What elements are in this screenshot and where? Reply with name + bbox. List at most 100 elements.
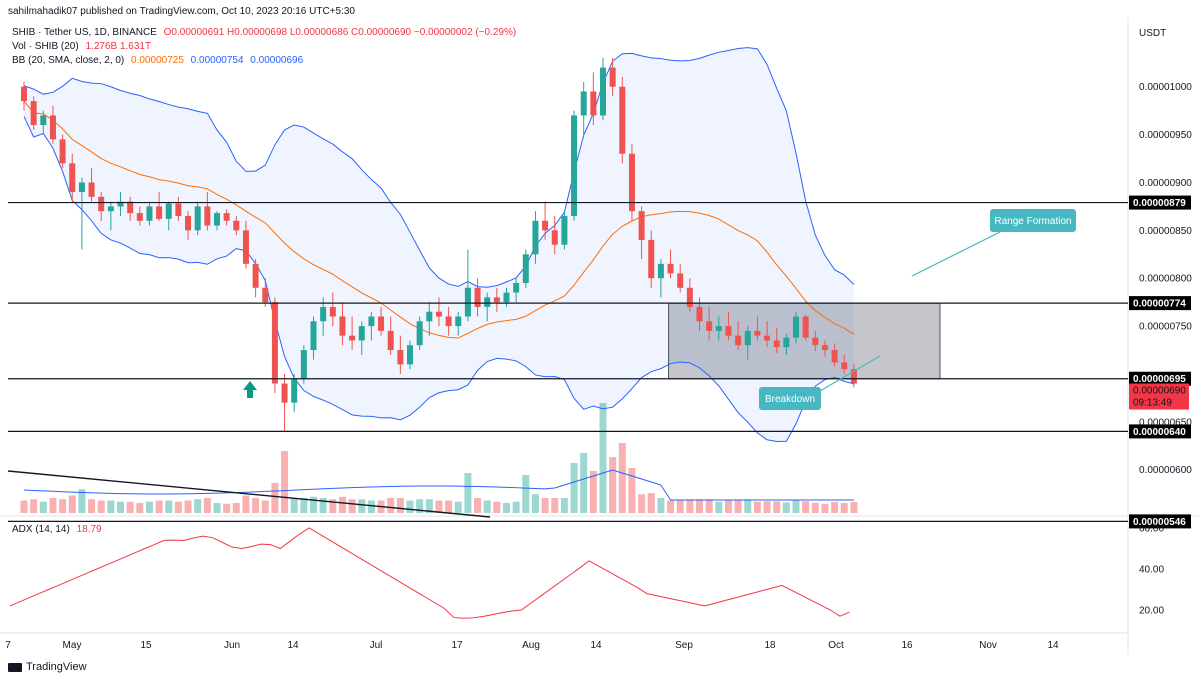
candle-body: [78, 182, 85, 193]
candle-body: [580, 91, 587, 116]
candle-body: [320, 306, 327, 322]
volume-bar: [319, 498, 327, 513]
symbol-name[interactable]: SHIB · Tether US, 1D, BINANCE: [12, 27, 157, 38]
volume-bar: [329, 499, 337, 513]
time-tick-label: Nov: [979, 640, 997, 651]
range-callout-box: [990, 209, 1076, 232]
volume-bar: [194, 499, 202, 513]
volume-bar: [589, 471, 597, 513]
volume-bar: [310, 496, 317, 513]
candle-body: [358, 326, 365, 341]
descending-trendline: [7, 470, 491, 518]
candle-body: [407, 345, 413, 365]
volume-bar: [831, 502, 839, 513]
volume-label[interactable]: Vol · SHIB (20): [12, 41, 79, 52]
bb-label[interactable]: BB (20, SMA, close, 2, 0): [12, 55, 125, 66]
level-tag-box: [1129, 371, 1191, 386]
candle-body: [378, 316, 385, 331]
candle-body: [561, 215, 568, 245]
candle-body: [513, 283, 520, 293]
time-tick-label: 15: [140, 640, 152, 651]
candle-body: [233, 220, 240, 231]
price-tick-label: 0.00000650: [1139, 417, 1192, 428]
candle-body: [706, 321, 713, 331]
volume-bar: [782, 502, 790, 513]
candle-body: [657, 263, 664, 279]
candle-body: [300, 350, 307, 379]
currency-label: USDT: [1139, 28, 1166, 39]
time-tick-label: Sep: [675, 640, 693, 651]
volume-bar: [753, 501, 761, 513]
candle-body: [503, 292, 510, 303]
volume-bar: [724, 500, 732, 513]
adx-label[interactable]: ADX (14, 14): [12, 524, 70, 535]
tradingview-footer: TradingView: [8, 661, 87, 673]
volume-bar: [676, 500, 684, 513]
chart-frame: [0, 18, 1200, 655]
volume-bar: [464, 473, 472, 513]
volume-bar: [696, 499, 703, 513]
volume-bar: [773, 501, 781, 513]
price-tick-label: 0.00000800: [1139, 274, 1192, 285]
volume-bar: [657, 498, 665, 513]
volume-trendline: [7, 470, 491, 518]
volume-bar: [30, 499, 38, 513]
volume-bar: [618, 443, 626, 513]
volume-bar: [821, 503, 829, 513]
candle-body: [850, 369, 857, 384]
volume-bar: [203, 498, 211, 513]
candle-body: [88, 182, 95, 197]
volume-bar: [300, 498, 308, 513]
time-tick-label: 18: [764, 640, 776, 651]
bb-lower-value: 0.00000696: [250, 55, 304, 66]
candle-body: [648, 239, 655, 279]
bb-upper-line: [23, 47, 855, 288]
candle-body: [812, 337, 819, 346]
tradingview-logo-icon: [8, 662, 22, 672]
time-tick-label: Aug: [522, 640, 540, 651]
volume-legend: Vol · SHIB (20) 1.276B 1.631T: [12, 40, 151, 53]
level-tag-label: 0.00000774: [1133, 299, 1186, 310]
volume-bar: [155, 500, 163, 513]
level-tag-box: [1129, 424, 1191, 439]
volume-bar: [213, 503, 221, 513]
candle-body: [831, 350, 838, 363]
candle-body: [754, 330, 761, 336]
volume-bar: [174, 501, 182, 513]
volume-bar: [261, 500, 269, 513]
candle-body: [551, 230, 558, 245]
volume-bar: [744, 499, 752, 513]
price-tick-label: 0.00000750: [1139, 322, 1192, 333]
bb-basis-line: [23, 100, 855, 339]
volume-bar: [570, 463, 578, 513]
candle-body: [677, 273, 684, 288]
candle-body: [821, 345, 828, 351]
volume-bar: [802, 501, 810, 513]
range-callout-pointer: [911, 231, 1001, 277]
candle-body: [600, 67, 606, 116]
candle-body: [426, 311, 433, 322]
countdown-label: 09:13:49: [1133, 398, 1172, 409]
candle-body: [590, 91, 597, 116]
candle-body: [136, 213, 143, 221]
volume-bar: [609, 457, 617, 513]
candle-body: [532, 220, 539, 255]
candle-body: [725, 326, 732, 336]
breakdown-callout-pointer: [819, 355, 881, 392]
candle-body: [715, 326, 722, 331]
time-tick-label: 14: [590, 640, 602, 651]
price-tick-label: 0.00001000: [1139, 82, 1192, 93]
candle-body: [223, 213, 230, 221]
bb-band-fill: [24, 47, 854, 442]
candle-body: [696, 306, 703, 322]
candle-body: [619, 86, 626, 154]
candle-body: [522, 254, 529, 283]
candle-body: [117, 201, 124, 207]
level-tag-box: [1129, 514, 1191, 529]
candle-body: [291, 378, 298, 403]
candle-body: [98, 196, 105, 212]
volume-bar: [580, 453, 588, 513]
candle-body: [204, 206, 211, 226]
time-tick-label: 17: [451, 640, 463, 651]
volume-bar: [850, 502, 858, 513]
